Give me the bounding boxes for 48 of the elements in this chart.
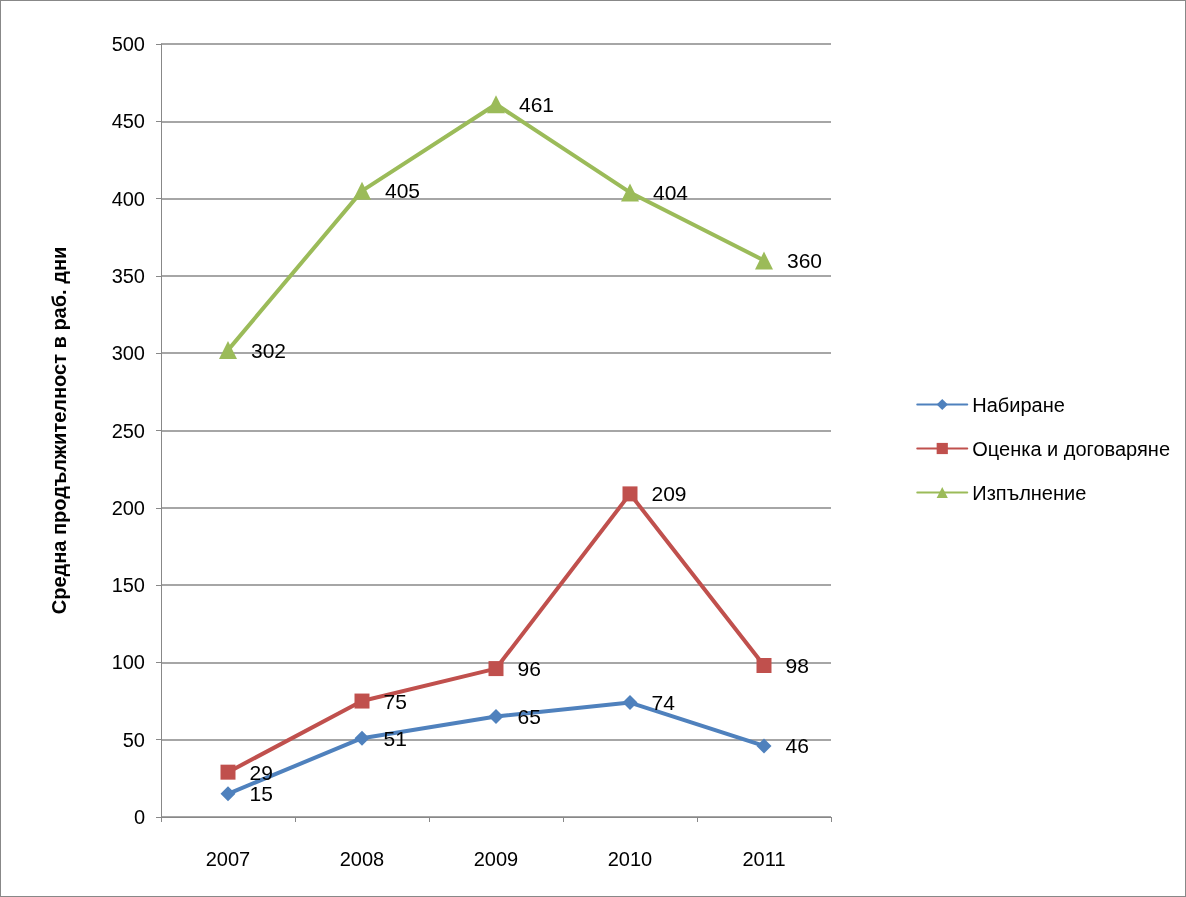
data-label: 360 [787, 248, 823, 272]
y-tick-label: 200 [111, 496, 145, 519]
data-label: 74 [651, 691, 676, 715]
y-tick-label: 400 [111, 187, 145, 210]
y-tick-label: 0 [133, 806, 145, 828]
point [488, 661, 504, 677]
point [353, 181, 371, 200]
data-label: 29 [249, 760, 273, 784]
point [621, 183, 639, 202]
data-label: 98 [785, 653, 809, 677]
legend-label: Набиране [972, 393, 1065, 416]
y-tick-label: 150 [111, 574, 145, 597]
point [220, 764, 236, 780]
point [756, 657, 772, 673]
y-tick-label: 250 [111, 419, 145, 442]
data-label: 461 [519, 92, 555, 116]
data-label: 46 [785, 734, 809, 758]
legend-label: Изпълнение [972, 481, 1087, 504]
data-label: 209 [651, 482, 687, 506]
point [354, 730, 370, 746]
point [622, 486, 638, 502]
x-tick-label: 2010 [607, 848, 653, 870]
data-label: 405 [385, 179, 421, 203]
x-tick-label: 2007 [205, 848, 251, 870]
legend-label: Оценка и договаряне [972, 437, 1171, 460]
x-tick-label: 2009 [473, 848, 519, 870]
x-tick-label: 2011 [742, 848, 786, 870]
y-tick-label: 300 [111, 342, 145, 365]
data-label: 15 [249, 782, 273, 806]
y-tick-label: 450 [111, 110, 145, 133]
point [622, 695, 638, 711]
y-tick-label: 350 [111, 264, 145, 287]
point [487, 95, 505, 114]
point [219, 341, 237, 360]
point [488, 709, 504, 725]
point [756, 738, 772, 754]
y-tick-label: 500 [111, 33, 145, 55]
point [755, 251, 773, 270]
x-tick-label: 2008 [339, 848, 385, 870]
y-tick-label: 100 [111, 651, 145, 674]
data-label: 302 [251, 338, 287, 362]
y-axis-title: Средна продължителност в раб. дни [48, 246, 70, 615]
point [354, 693, 370, 709]
data-label: 404 [653, 180, 689, 204]
data-label: 96 [517, 657, 541, 681]
data-label: 75 [383, 689, 407, 713]
point [220, 786, 236, 802]
y-tick-label: 50 [122, 728, 145, 751]
